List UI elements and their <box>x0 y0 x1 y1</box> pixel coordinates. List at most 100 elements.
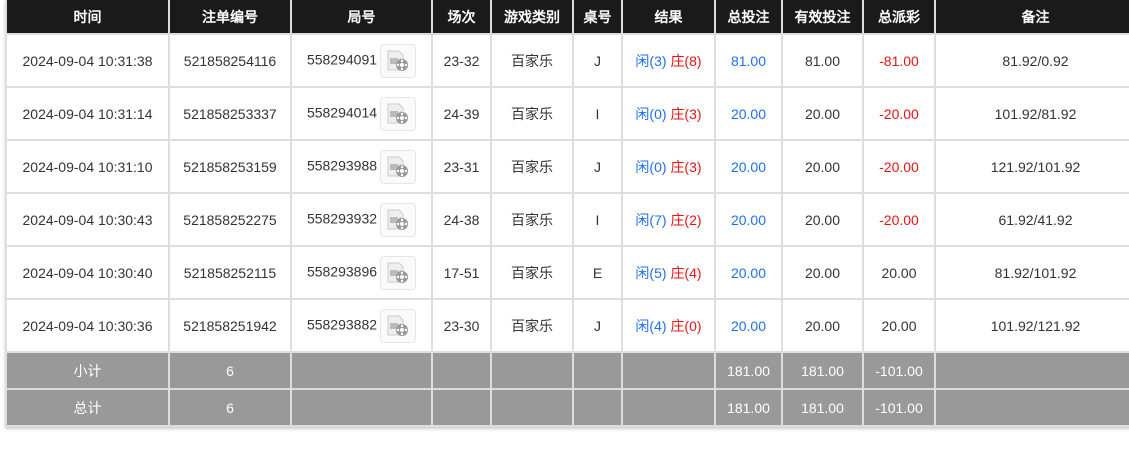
player-result: 闲(0) <box>635 158 667 175</box>
round-cell: 558293988 <box>290 139 433 194</box>
note: 101.92/121.92 <box>934 298 1129 353</box>
total-bet: 20.00 <box>714 245 783 300</box>
video-replay-icon[interactable] <box>380 255 417 290</box>
column-header: 有效投注 <box>781 0 864 34</box>
total-bet: 81.00 <box>714 33 783 88</box>
video-replay-icon[interactable] <box>380 308 417 343</box>
result: 闲(7) 庄(2) <box>621 192 716 247</box>
table-row: 2024-09-04 10:30:40 521858252115 5582938… <box>5 245 1129 300</box>
column-header: 总派彩 <box>862 0 936 34</box>
result: 闲(3) 庄(8) <box>621 33 716 88</box>
note: 61.92/41.92 <box>934 192 1129 247</box>
banker-result: 庄(4) <box>670 264 702 281</box>
table-number: I <box>572 86 623 141</box>
bet-id: 521858253159 <box>168 139 292 194</box>
session: 24-39 <box>431 86 492 141</box>
player-result: 闲(7) <box>635 211 667 228</box>
payout: -20.00 <box>862 192 936 247</box>
round-number: 558294014 <box>306 104 378 121</box>
bet-records-table: 时间 注单编号 局号 场次 游戏类别 桌号 结果 总投注 有效投注 总派彩 备注 2024-09-0… <box>5 0 1129 427</box>
round-number: 558294091 <box>306 51 378 68</box>
total-bet: 20.00 <box>714 139 783 194</box>
summary-payout: -101.00 <box>862 351 936 390</box>
table-row: 2024-09-04 10:31:10 521858253159 5582939… <box>5 139 1129 194</box>
empty-cell <box>431 388 492 427</box>
result: 闲(5) 庄(4) <box>621 245 716 300</box>
round-cell: 558293896 <box>290 245 433 300</box>
table-number: J <box>572 298 623 353</box>
game-type: 百家乐 <box>490 33 574 88</box>
note: 101.92/81.92 <box>934 86 1129 141</box>
column-header: 局号 <box>290 0 433 34</box>
bet-time: 2024-09-04 10:30:43 <box>5 192 170 247</box>
round-cell: 558294014 <box>290 86 433 141</box>
session: 23-31 <box>431 139 492 194</box>
round-number: 558293988 <box>306 157 378 174</box>
bet-id: 521858251942 <box>168 298 292 353</box>
game-type: 百家乐 <box>490 192 574 247</box>
video-replay-icon[interactable] <box>380 96 417 131</box>
summary-valid-bet: 181.00 <box>781 388 864 427</box>
empty-cell <box>621 388 716 427</box>
session: 17-51 <box>431 245 492 300</box>
bet-time: 2024-09-04 10:31:14 <box>5 86 170 141</box>
valid-bet: 20.00 <box>781 86 864 141</box>
video-replay-icon[interactable] <box>380 149 417 184</box>
table-row: 2024-09-04 10:31:14 521858253337 5582940… <box>5 86 1129 141</box>
column-header: 时间 <box>5 0 170 34</box>
table-row: 2024-09-04 10:30:43 521858252275 5582939… <box>5 192 1129 247</box>
banker-result: 庄(0) <box>670 317 702 334</box>
table-number: E <box>572 245 623 300</box>
player-result: 闲(3) <box>635 52 667 69</box>
total-bet: 20.00 <box>714 192 783 247</box>
total-bet: 20.00 <box>714 298 783 353</box>
table-row: 2024-09-04 10:30:36 521858251942 5582938… <box>5 298 1129 353</box>
empty-cell <box>572 388 623 427</box>
video-replay-icon[interactable] <box>380 43 417 78</box>
bet-id: 521858252275 <box>168 192 292 247</box>
bet-time: 2024-09-04 10:30:36 <box>5 298 170 353</box>
session: 23-30 <box>431 298 492 353</box>
player-result: 闲(5) <box>635 264 667 281</box>
column-header: 桌号 <box>572 0 623 34</box>
column-header: 结果 <box>621 0 716 34</box>
empty-cell <box>572 351 623 390</box>
banker-result: 庄(3) <box>670 158 702 175</box>
player-result: 闲(4) <box>635 317 667 334</box>
summary-row: 小计 6 181.00 181.00 -101.00 <box>5 351 1129 390</box>
column-header: 备注 <box>934 0 1129 34</box>
result: 闲(0) 庄(3) <box>621 139 716 194</box>
session: 23-32 <box>431 33 492 88</box>
video-replay-icon[interactable] <box>380 202 417 237</box>
result: 闲(0) 庄(3) <box>621 86 716 141</box>
result: 闲(4) 庄(0) <box>621 298 716 353</box>
round-number: 558293896 <box>306 263 378 280</box>
payout: -20.00 <box>862 139 936 194</box>
bet-time: 2024-09-04 10:31:38 <box>5 33 170 88</box>
empty-cell <box>290 351 433 390</box>
valid-bet: 20.00 <box>781 245 864 300</box>
note: 81.92/101.92 <box>934 245 1129 300</box>
summary-total-bet: 181.00 <box>714 388 783 427</box>
table-row: 2024-09-04 10:31:38 521858254116 5582940… <box>5 33 1129 88</box>
bet-id: 521858254116 <box>168 33 292 88</box>
payout: 20.00 <box>862 245 936 300</box>
table-number: I <box>572 192 623 247</box>
summary-count: 6 <box>168 388 292 427</box>
empty-cell <box>934 351 1129 390</box>
payout: -20.00 <box>862 86 936 141</box>
column-header: 总投注 <box>714 0 783 34</box>
round-number: 558293932 <box>306 210 378 227</box>
game-type: 百家乐 <box>490 139 574 194</box>
empty-cell <box>431 351 492 390</box>
note: 81.92/0.92 <box>934 33 1129 88</box>
column-header: 游戏类别 <box>490 0 574 34</box>
bet-time: 2024-09-04 10:30:40 <box>5 245 170 300</box>
bet-id: 521858252115 <box>168 245 292 300</box>
game-type: 百家乐 <box>490 86 574 141</box>
payout: 20.00 <box>862 298 936 353</box>
header-row: 时间 注单编号 局号 场次 游戏类别 桌号 结果 总投注 有效投注 总派彩 备注 <box>5 0 1129 34</box>
table-number: J <box>572 33 623 88</box>
table-number: J <box>572 139 623 194</box>
game-type: 百家乐 <box>490 245 574 300</box>
